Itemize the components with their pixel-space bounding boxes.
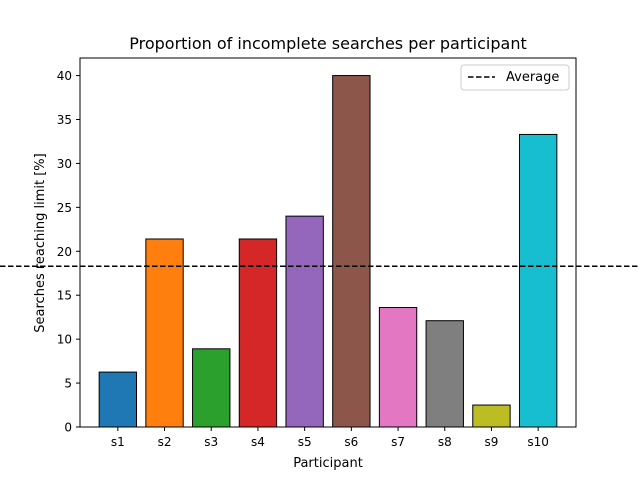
bar-s5 xyxy=(285,215,324,428)
bar-s8 xyxy=(425,320,464,428)
y-tick-label-40: 40 xyxy=(57,69,72,83)
x-tick-label-s4: s4 xyxy=(251,435,265,449)
x-tick-label-s1: s1 xyxy=(111,435,125,449)
y-tick-label-0: 0 xyxy=(64,421,72,435)
legend-average-label: Average xyxy=(506,70,559,85)
x-axis-label: Participant xyxy=(293,456,363,471)
bars-group xyxy=(98,75,558,428)
axes-group xyxy=(79,57,577,428)
y-tick-label-35: 35 xyxy=(57,113,72,127)
x-tick-label-s10: s10 xyxy=(527,435,549,449)
bar-s2 xyxy=(145,238,184,428)
x-tick-label-s9: s9 xyxy=(485,435,499,449)
bar-s7 xyxy=(378,307,418,428)
x-tick-label-s8: s8 xyxy=(438,435,452,449)
bar-s4 xyxy=(238,238,278,428)
bar-s3 xyxy=(192,348,231,428)
y-tick-label-20: 20 xyxy=(57,245,72,259)
legend-frame xyxy=(460,64,570,91)
y-axis-label: Searches reaching limit [%] xyxy=(33,153,48,332)
chart-title: Proportion of incomplete searches per pa… xyxy=(129,34,527,53)
x-tick-label-s6: s6 xyxy=(344,435,358,449)
bar-s10 xyxy=(518,133,558,428)
y-tick-label-25: 25 xyxy=(57,201,72,215)
bar-s9 xyxy=(472,404,511,428)
x-tick-label-s7: s7 xyxy=(391,435,405,449)
y-tick-label-10: 10 xyxy=(57,333,72,347)
x-tick-label-s2: s2 xyxy=(158,435,172,449)
bar-s1 xyxy=(98,371,138,428)
bar-s6 xyxy=(332,75,371,428)
y-tick-label-30: 30 xyxy=(57,157,72,171)
plot-frame xyxy=(79,57,577,428)
x-tick-label-s5: s5 xyxy=(298,435,312,449)
ticks-group: s1 s2 s3 s4 s5 s6 s7 s8 s9 s10 0 5 10 15 20 25 30 35 40 xyxy=(57,69,549,449)
y-tick-label-15: 15 xyxy=(57,289,72,303)
legend: Average xyxy=(460,64,570,91)
x-tick-label-s3: s3 xyxy=(204,435,218,449)
y-tick-label-5: 5 xyxy=(64,377,72,391)
